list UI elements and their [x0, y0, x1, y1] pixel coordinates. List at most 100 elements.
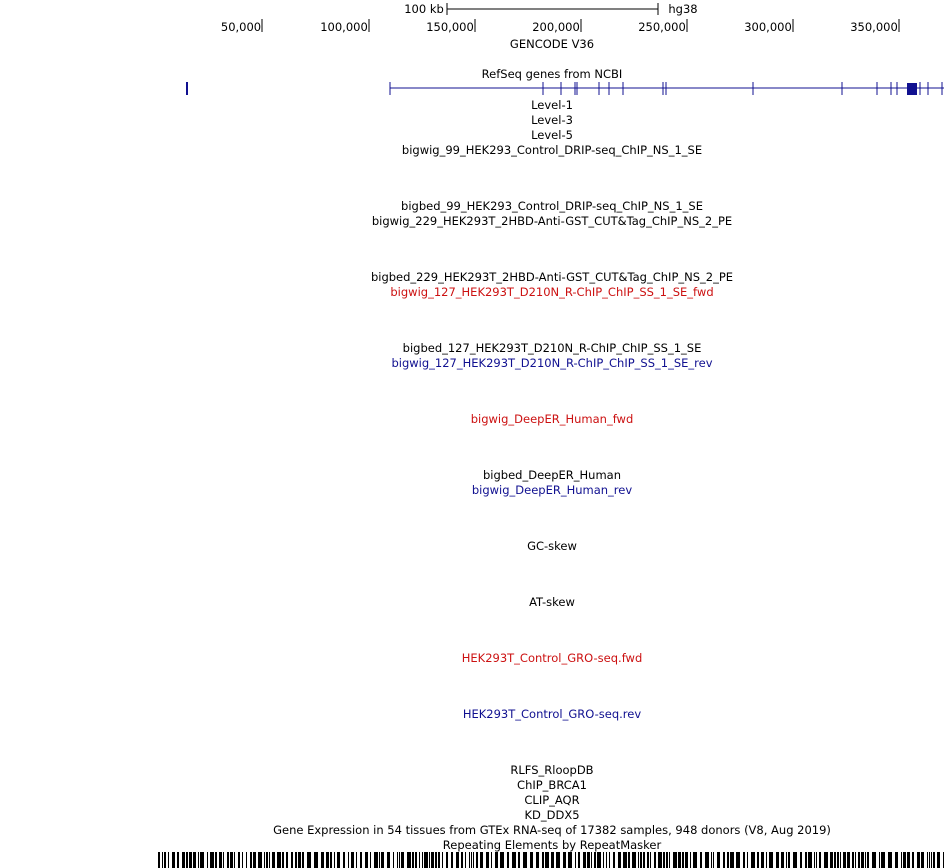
track-label-deeper-bigbed[interactable]: bigbed_DeepER_Human [482, 468, 622, 482]
repeat-element [246, 852, 247, 868]
repeat-element [172, 852, 175, 868]
repeat-element [422, 852, 423, 868]
ruler-tick-label: 150,000 [426, 20, 474, 34]
repeat-element [594, 852, 596, 868]
repeat-element [647, 852, 649, 868]
repeat-element [597, 852, 601, 868]
repeat-element [507, 852, 509, 868]
track-label-repeatmasker[interactable]: Repeating Elements by RepeatMasker [442, 838, 662, 852]
repeat-element [640, 852, 642, 868]
track-label-level-1[interactable]: Level-1 [531, 98, 573, 112]
repeat-element [407, 852, 411, 868]
repeat-element [843, 852, 846, 868]
repeat-element [219, 852, 222, 868]
track-label-level-3[interactable]: Level-3 [531, 113, 573, 127]
repeat-element [351, 852, 354, 868]
repeat-element [168, 852, 169, 868]
repeat-element [917, 852, 920, 868]
repeat-element [242, 852, 243, 868]
repeat-element [912, 852, 914, 868]
track-label-rlfs[interactable]: RLFS_RloopDB [510, 763, 594, 777]
repeat-element [238, 852, 240, 868]
repeat-element [761, 852, 764, 868]
repeat-element [266, 852, 268, 868]
track-label-gtex[interactable]: Gene Expression in 54 tissues from GTEx … [273, 823, 831, 837]
track-label-level-5[interactable]: Level-5 [531, 128, 573, 142]
repeat-element [881, 852, 885, 868]
repeat-element [182, 852, 185, 868]
track-label-at-skew[interactable]: AT-skew [529, 595, 575, 609]
track-label-bigbed-127[interactable]: bigbed_127_HEK293T_D210N_R-ChIP_ChIP_SS_… [402, 341, 702, 355]
repeat-element [888, 852, 892, 868]
repeat-element [638, 852, 639, 868]
track-label-deeper-fwd[interactable]: bigwig_DeepER_Human_fwd [470, 412, 634, 426]
repeat-element [717, 852, 720, 868]
repeat-element [551, 852, 554, 868]
repeat-element [575, 852, 576, 868]
repeat-element [700, 852, 702, 868]
repeat-element [451, 852, 453, 868]
repeat-element [587, 852, 590, 868]
track-label-kd-ddx5[interactable]: KD_DDX5 [524, 808, 580, 822]
repeat-element [177, 852, 179, 868]
track-label-chip-brca1[interactable]: ChIP_BRCA1 [517, 778, 587, 792]
repeat-element [847, 852, 850, 868]
track-label-refseq[interactable]: RefSeq genes from NCBI [481, 67, 623, 81]
repeat-element [469, 852, 470, 868]
repeat-element [805, 852, 807, 868]
repeat-element [401, 852, 404, 868]
repeat-element [623, 852, 627, 868]
repeat-element [360, 852, 362, 868]
repeat-element [840, 852, 841, 868]
repeat-element [776, 852, 779, 868]
repeat-element [198, 852, 199, 868]
repeat-element [230, 852, 233, 868]
repeat-element [769, 852, 773, 868]
repeat-element [186, 852, 188, 868]
repeat-element [542, 852, 544, 868]
repeat-element [264, 852, 265, 868]
repeat-element [393, 852, 394, 868]
repeat-element [387, 852, 390, 868]
repeat-element [907, 852, 910, 868]
repeat-element [286, 852, 288, 868]
track-label-gro-seq-fwd[interactable]: HEK293T_Control_GRO-seq.fwd [461, 651, 643, 665]
repeat-element [491, 852, 492, 868]
repeat-element [872, 852, 876, 868]
refseq-gene-model[interactable] [186, 82, 944, 95]
repeat-element [189, 852, 192, 868]
track-label-bigwig-229[interactable]: bigwig_229_HEK293T_2HBD-Anti-GST_CUT&Tag… [371, 214, 733, 228]
track-label-bigwig-99[interactable]: bigwig_99_HEK293_Control_DRIP-seq_ChIP_N… [401, 143, 703, 157]
repeat-element [901, 852, 902, 868]
repeat-element [711, 852, 712, 868]
repeat-element [705, 852, 709, 868]
repeat-element [419, 852, 420, 868]
track-label-deeper-rev[interactable]: bigwig_DeepER_Human_rev [471, 483, 633, 497]
ruler-tick-label: 350,000 [850, 20, 898, 34]
track-label-bigbed-229[interactable]: bigbed_229_HEK293T_2HBD-Anti-GST_CUT&Tag… [370, 270, 734, 284]
repeat-element [512, 852, 516, 868]
repeat-element [583, 852, 586, 868]
repeat-element [606, 852, 607, 868]
repeat-element [943, 852, 944, 868]
repeat-element [855, 852, 856, 868]
repeat-element [632, 852, 636, 868]
track-label-bigwig-127-fwd[interactable]: bigwig_127_HEK293T_D210N_R-ChIP_ChIP_SS_… [390, 285, 714, 299]
repeat-element [591, 852, 592, 868]
gene-exon [907, 83, 917, 95]
repeat-element [234, 852, 235, 868]
repeat-element [500, 852, 504, 868]
track-label-bigwig-127-rev[interactable]: bigwig_127_HEK293T_D210N_R-ChIP_ChIP_SS_… [391, 356, 713, 370]
repeatmasker-track[interactable] [158, 852, 944, 868]
track-label-gencode[interactable]: GENCODE V36 [509, 37, 595, 51]
repeat-element [365, 852, 368, 868]
track-label-gro-seq-rev[interactable]: HEK293T_Control_GRO-seq.rev [462, 707, 642, 721]
repeat-element [666, 852, 668, 868]
ruler-tick-label: 250,000 [638, 20, 686, 34]
repeat-element [314, 852, 318, 868]
track-label-bigbed-99[interactable]: bigbed_99_HEK293_Control_DRIP-seq_ChIP_N… [401, 199, 703, 213]
track-label-gc-skew[interactable]: GC-skew [527, 539, 577, 553]
track-label-clip-aqr[interactable]: CLIP_AQR [524, 793, 580, 807]
repeat-element [321, 852, 324, 868]
